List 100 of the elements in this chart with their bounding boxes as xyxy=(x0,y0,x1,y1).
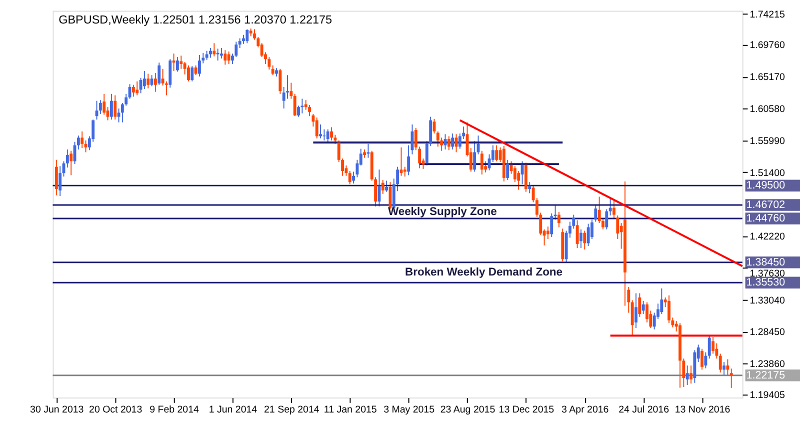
x-tick-label: 9 Feb 2014 xyxy=(150,404,200,416)
candlestick xyxy=(300,98,304,114)
candlestick xyxy=(142,70,146,90)
candlestick xyxy=(576,220,579,249)
candlestick xyxy=(176,56,179,72)
ref-line-label: 1.38450 xyxy=(746,256,786,268)
candlestick xyxy=(605,208,608,230)
candlestick xyxy=(224,50,227,66)
candlestick xyxy=(278,68,282,94)
y-tick-label: 1.28450 xyxy=(750,327,786,338)
x-tick-label: 13 Dec 2015 xyxy=(498,404,555,416)
candlestick xyxy=(114,94,117,120)
annotation: Broken Weekly Demand Zone xyxy=(404,266,563,279)
candlestick xyxy=(80,130,84,149)
candlestick xyxy=(158,62,161,86)
candlestick xyxy=(246,28,249,44)
candlestick xyxy=(220,48,223,59)
x-tick-label: 20 Oct 2013 xyxy=(89,404,142,416)
x-tick-label: 30 Jun 2013 xyxy=(30,404,84,416)
candlestick xyxy=(638,292,642,318)
x-tick-label: 23 Aug 2015 xyxy=(440,404,496,416)
candlestick xyxy=(290,82,293,100)
candlestick xyxy=(726,358,730,376)
candlestick xyxy=(546,226,550,240)
ref-line-label: 1.49500 xyxy=(746,180,786,192)
ref-line-label: 1.44760 xyxy=(746,212,786,224)
candlestick xyxy=(293,93,296,117)
candlestick xyxy=(198,54,201,77)
y-tick-label: 1.55990 xyxy=(750,136,786,147)
y-tick-label: 1.33040 xyxy=(750,295,786,306)
candlestick xyxy=(583,230,586,250)
y-tick-label: 1.51400 xyxy=(750,168,786,179)
candlestick xyxy=(315,117,318,139)
candlestick xyxy=(242,34,245,44)
candlestick xyxy=(205,50,208,60)
y-tick-label: 1.74215 xyxy=(750,9,786,20)
x-tick-label: 21 Sep 2014 xyxy=(264,404,320,416)
x-tick-label: 3 May 2015 xyxy=(384,404,436,416)
candlestick xyxy=(136,80,139,96)
candlestick xyxy=(690,365,692,384)
candlestick xyxy=(209,48,212,58)
candlestick xyxy=(480,150,484,175)
candlestick xyxy=(326,128,330,142)
candlestick xyxy=(712,336,714,354)
candlestick xyxy=(381,180,384,194)
candlestick xyxy=(550,212,554,238)
candlestick xyxy=(668,294,670,324)
candlestick xyxy=(385,180,388,192)
x-tick-label: 13 Nov 2016 xyxy=(674,404,730,416)
y-tick-label: 1.37630 xyxy=(750,268,786,280)
candlestick xyxy=(187,64,190,82)
x-tick-label: 24 Jul 2016 xyxy=(618,404,670,416)
x-tick-label: 3 Apr 2016 xyxy=(562,404,609,416)
candlestick xyxy=(212,42,216,57)
candlestick xyxy=(322,128,326,141)
candlestick xyxy=(271,64,274,76)
y-tick-label: 1.69760 xyxy=(750,40,786,52)
candlestick xyxy=(150,74,154,87)
candlestick xyxy=(238,38,242,49)
candlestick xyxy=(172,53,176,72)
candlestick xyxy=(495,144,498,162)
y-tick-label: 1.23860 xyxy=(750,359,786,370)
candlestick xyxy=(718,353,722,373)
candlestick xyxy=(506,159,510,181)
candlestick xyxy=(366,143,370,158)
candlestick xyxy=(216,48,220,62)
candlestick xyxy=(608,198,612,216)
candlestick xyxy=(117,108,120,123)
candlestick xyxy=(557,211,560,228)
candlestick xyxy=(403,166,406,178)
candlestick xyxy=(154,72,157,92)
candlestick xyxy=(70,150,73,176)
candlestick xyxy=(642,300,645,315)
y-tick-label: 1.42220 xyxy=(750,232,786,243)
y-tick-label: 1.19405 xyxy=(750,390,786,402)
candlestick xyxy=(708,336,711,360)
candlestick xyxy=(436,130,440,148)
candlestick xyxy=(704,352,708,369)
y-tick-label: 1.60580 xyxy=(750,104,786,116)
candlestick xyxy=(102,93,106,116)
candlestick xyxy=(528,182,532,194)
x-tick-label: 11 Jan 2015 xyxy=(324,404,378,416)
candlestick xyxy=(447,136,450,151)
candlestick xyxy=(146,73,150,89)
candlestick xyxy=(180,55,183,70)
candlestick xyxy=(594,204,598,222)
x-tick-label: 1 Jun 2014 xyxy=(208,404,258,416)
candlestick xyxy=(700,348,704,370)
ref-line-label: 1.35530 xyxy=(746,276,786,289)
annotation: Weekly Supply Zone xyxy=(388,206,497,218)
candlestick xyxy=(319,124,322,139)
candlestick xyxy=(348,170,352,185)
ref-line-label: 1.46702 xyxy=(746,198,786,211)
candlestick xyxy=(473,140,476,172)
candlestick xyxy=(132,84,135,98)
candlestick xyxy=(722,362,726,376)
candlestick xyxy=(586,223,590,247)
candlestick xyxy=(686,365,689,386)
candlestick xyxy=(66,148,69,168)
candlestick xyxy=(580,228,582,249)
